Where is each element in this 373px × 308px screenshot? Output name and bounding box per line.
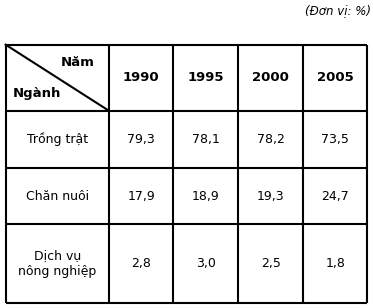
Text: 1,8: 1,8 [325,257,345,270]
Text: 79,3: 79,3 [127,132,155,146]
Text: 3,0: 3,0 [196,257,216,270]
Text: 19,3: 19,3 [257,189,285,203]
Text: 2005: 2005 [317,71,354,84]
Text: 78,1: 78,1 [192,132,220,146]
Text: (Đơn vị: %): (Đơn vị: %) [305,5,371,18]
Text: Dịch vụ
nông nghiệp: Dịch vụ nông nghiệp [18,249,96,278]
Text: 1990: 1990 [123,71,159,84]
Text: Trồng trật: Trồng trật [26,132,88,146]
Text: Năm: Năm [61,56,95,69]
Text: 78,2: 78,2 [257,132,285,146]
Text: 18,9: 18,9 [192,189,220,203]
Text: Ngành: Ngành [12,87,61,99]
Text: 2,8: 2,8 [131,257,151,270]
Text: 24,7: 24,7 [321,189,349,203]
Text: 2000: 2000 [252,71,289,84]
Text: 17,9: 17,9 [127,189,155,203]
Text: Chăn nuôi: Chăn nuôi [26,189,89,203]
Text: 73,5: 73,5 [321,132,349,146]
Text: 2,5: 2,5 [261,257,280,270]
Text: 1995: 1995 [188,71,224,84]
